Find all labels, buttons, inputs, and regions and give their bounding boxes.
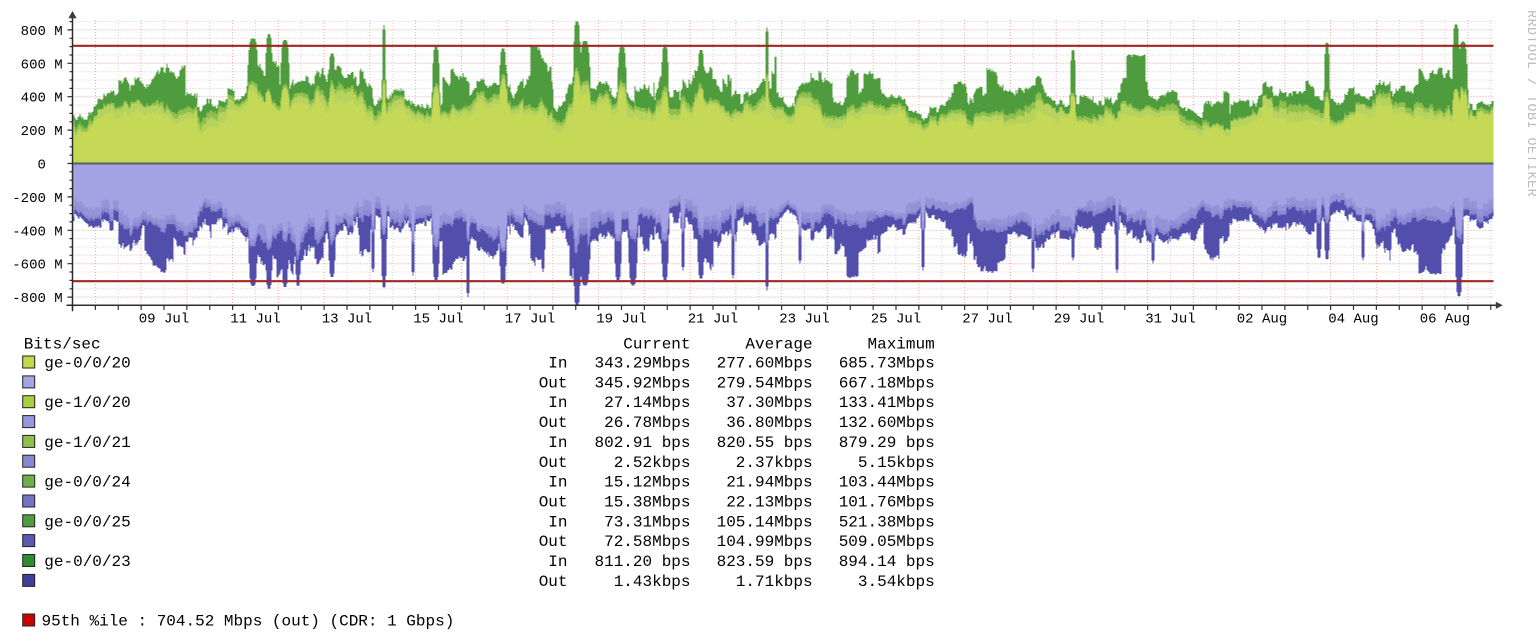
svg-text:ge-0/0/20: ge-0/0/20 (44, 355, 130, 373)
svg-text:0: 0 (37, 158, 45, 174)
svg-text:Out: Out (539, 414, 568, 432)
svg-text:ge-0/0/25: ge-0/0/25 (44, 513, 130, 531)
svg-text:11 Jul: 11 Jul (230, 312, 280, 328)
svg-text:685.73Mbps: 685.73Mbps (839, 355, 935, 373)
svg-text:894.14 bps: 894.14 bps (839, 553, 935, 571)
svg-text:06 Aug: 06 Aug (1420, 312, 1470, 328)
svg-text:15.12Mbps: 15.12Mbps (604, 474, 690, 492)
svg-text:Out: Out (539, 533, 568, 551)
svg-text:Out: Out (539, 573, 568, 591)
svg-text:277.60Mbps: 277.60Mbps (717, 355, 813, 373)
svg-text:15.38Mbps: 15.38Mbps (604, 494, 690, 512)
svg-text:73.31Mbps: 73.31Mbps (604, 513, 690, 531)
svg-text:279.54Mbps: 279.54Mbps (717, 374, 813, 392)
svg-text:72.58Mbps: 72.58Mbps (604, 533, 690, 551)
svg-text:ge-0/0/24: ge-0/0/24 (44, 474, 130, 492)
svg-text:23 Jul: 23 Jul (779, 312, 829, 328)
svg-text:879.29 bps: 879.29 bps (839, 434, 935, 452)
svg-text:400 M: 400 M (21, 91, 63, 107)
svg-text:RRDTOOL / TOBI OETIKER: RRDTOOL / TOBI OETIKER (1523, 10, 1536, 197)
svg-text:In: In (548, 474, 567, 492)
svg-text:103.44Mbps: 103.44Mbps (839, 474, 935, 492)
svg-text:ge-0/0/23: ge-0/0/23 (44, 553, 130, 571)
svg-text:27.14Mbps: 27.14Mbps (604, 394, 690, 412)
svg-text:509.05Mbps: 509.05Mbps (839, 533, 935, 551)
svg-text:521.38Mbps: 521.38Mbps (839, 513, 935, 531)
svg-text:Average: Average (745, 336, 812, 354)
svg-text:25 Jul: 25 Jul (871, 312, 921, 328)
svg-text:Maximum: Maximum (868, 336, 935, 354)
svg-text:2.52kbps: 2.52kbps (614, 454, 691, 472)
svg-text:101.76Mbps: 101.76Mbps (839, 494, 935, 512)
svg-text:Bits/sec: Bits/sec (24, 336, 101, 354)
svg-text:Out: Out (539, 494, 568, 512)
svg-text:09 Jul: 09 Jul (139, 312, 189, 328)
svg-text:811.20 bps: 811.20 bps (595, 553, 691, 571)
svg-text:26.78Mbps: 26.78Mbps (604, 414, 690, 432)
svg-text:800 M: 800 M (21, 24, 63, 40)
svg-text:31 Jul: 31 Jul (1145, 312, 1195, 328)
svg-text:200 M: 200 M (21, 124, 63, 140)
svg-text:-400 M: -400 M (12, 224, 62, 240)
svg-text:15 Jul: 15 Jul (413, 312, 463, 328)
svg-text:133.41Mbps: 133.41Mbps (839, 394, 935, 412)
svg-text:ge-1/0/20: ge-1/0/20 (44, 394, 130, 412)
svg-text:343.29Mbps: 343.29Mbps (595, 355, 691, 373)
svg-text:36.80Mbps: 36.80Mbps (726, 414, 812, 432)
svg-text:21 Jul: 21 Jul (688, 312, 738, 328)
svg-text:823.59 bps: 823.59 bps (717, 553, 813, 571)
svg-text:02 Aug: 02 Aug (1237, 312, 1287, 328)
svg-text:37.30Mbps: 37.30Mbps (726, 394, 812, 412)
svg-text:95th %ile : 704.52 Mbps (out): 95th %ile : 704.52 Mbps (out) (CDR: 1 Gb… (42, 613, 455, 631)
svg-text:345.92Mbps: 345.92Mbps (595, 374, 691, 392)
svg-text:04 Aug: 04 Aug (1328, 312, 1378, 328)
svg-text:1.43kbps: 1.43kbps (614, 573, 691, 591)
svg-text:104.99Mbps: 104.99Mbps (717, 533, 813, 551)
svg-text:13 Jul: 13 Jul (322, 312, 372, 328)
svg-text:-600 M: -600 M (12, 258, 62, 274)
svg-text:-200 M: -200 M (12, 191, 62, 207)
svg-text:2.37kbps: 2.37kbps (736, 454, 813, 472)
svg-text:In: In (548, 553, 567, 571)
svg-text:132.60Mbps: 132.60Mbps (839, 414, 935, 432)
svg-text:29 Jul: 29 Jul (1054, 312, 1104, 328)
svg-text:Out: Out (539, 374, 568, 392)
svg-text:Out: Out (539, 454, 568, 472)
svg-text:1.71kbps: 1.71kbps (736, 573, 813, 591)
svg-text:5.15kbps: 5.15kbps (858, 454, 935, 472)
svg-text:21.94Mbps: 21.94Mbps (726, 474, 812, 492)
svg-text:In: In (548, 434, 567, 452)
svg-text:105.14Mbps: 105.14Mbps (717, 513, 813, 531)
svg-text:Current: Current (623, 336, 690, 354)
svg-text:667.18Mbps: 667.18Mbps (839, 374, 935, 392)
svg-text:600 M: 600 M (21, 57, 63, 73)
svg-text:27 Jul: 27 Jul (962, 312, 1012, 328)
svg-text:ge-1/0/21: ge-1/0/21 (44, 434, 130, 452)
svg-text:In: In (548, 394, 567, 412)
svg-text:17 Jul: 17 Jul (505, 312, 555, 328)
svg-text:3.54kbps: 3.54kbps (858, 573, 935, 591)
svg-text:In: In (548, 355, 567, 373)
svg-text:802.91 bps: 802.91 bps (595, 434, 691, 452)
svg-text:820.55 bps: 820.55 bps (717, 434, 813, 452)
svg-text:-800 M: -800 M (12, 291, 62, 307)
svg-text:22.13Mbps: 22.13Mbps (726, 494, 812, 512)
svg-text:19 Jul: 19 Jul (596, 312, 646, 328)
svg-text:In: In (548, 513, 567, 531)
